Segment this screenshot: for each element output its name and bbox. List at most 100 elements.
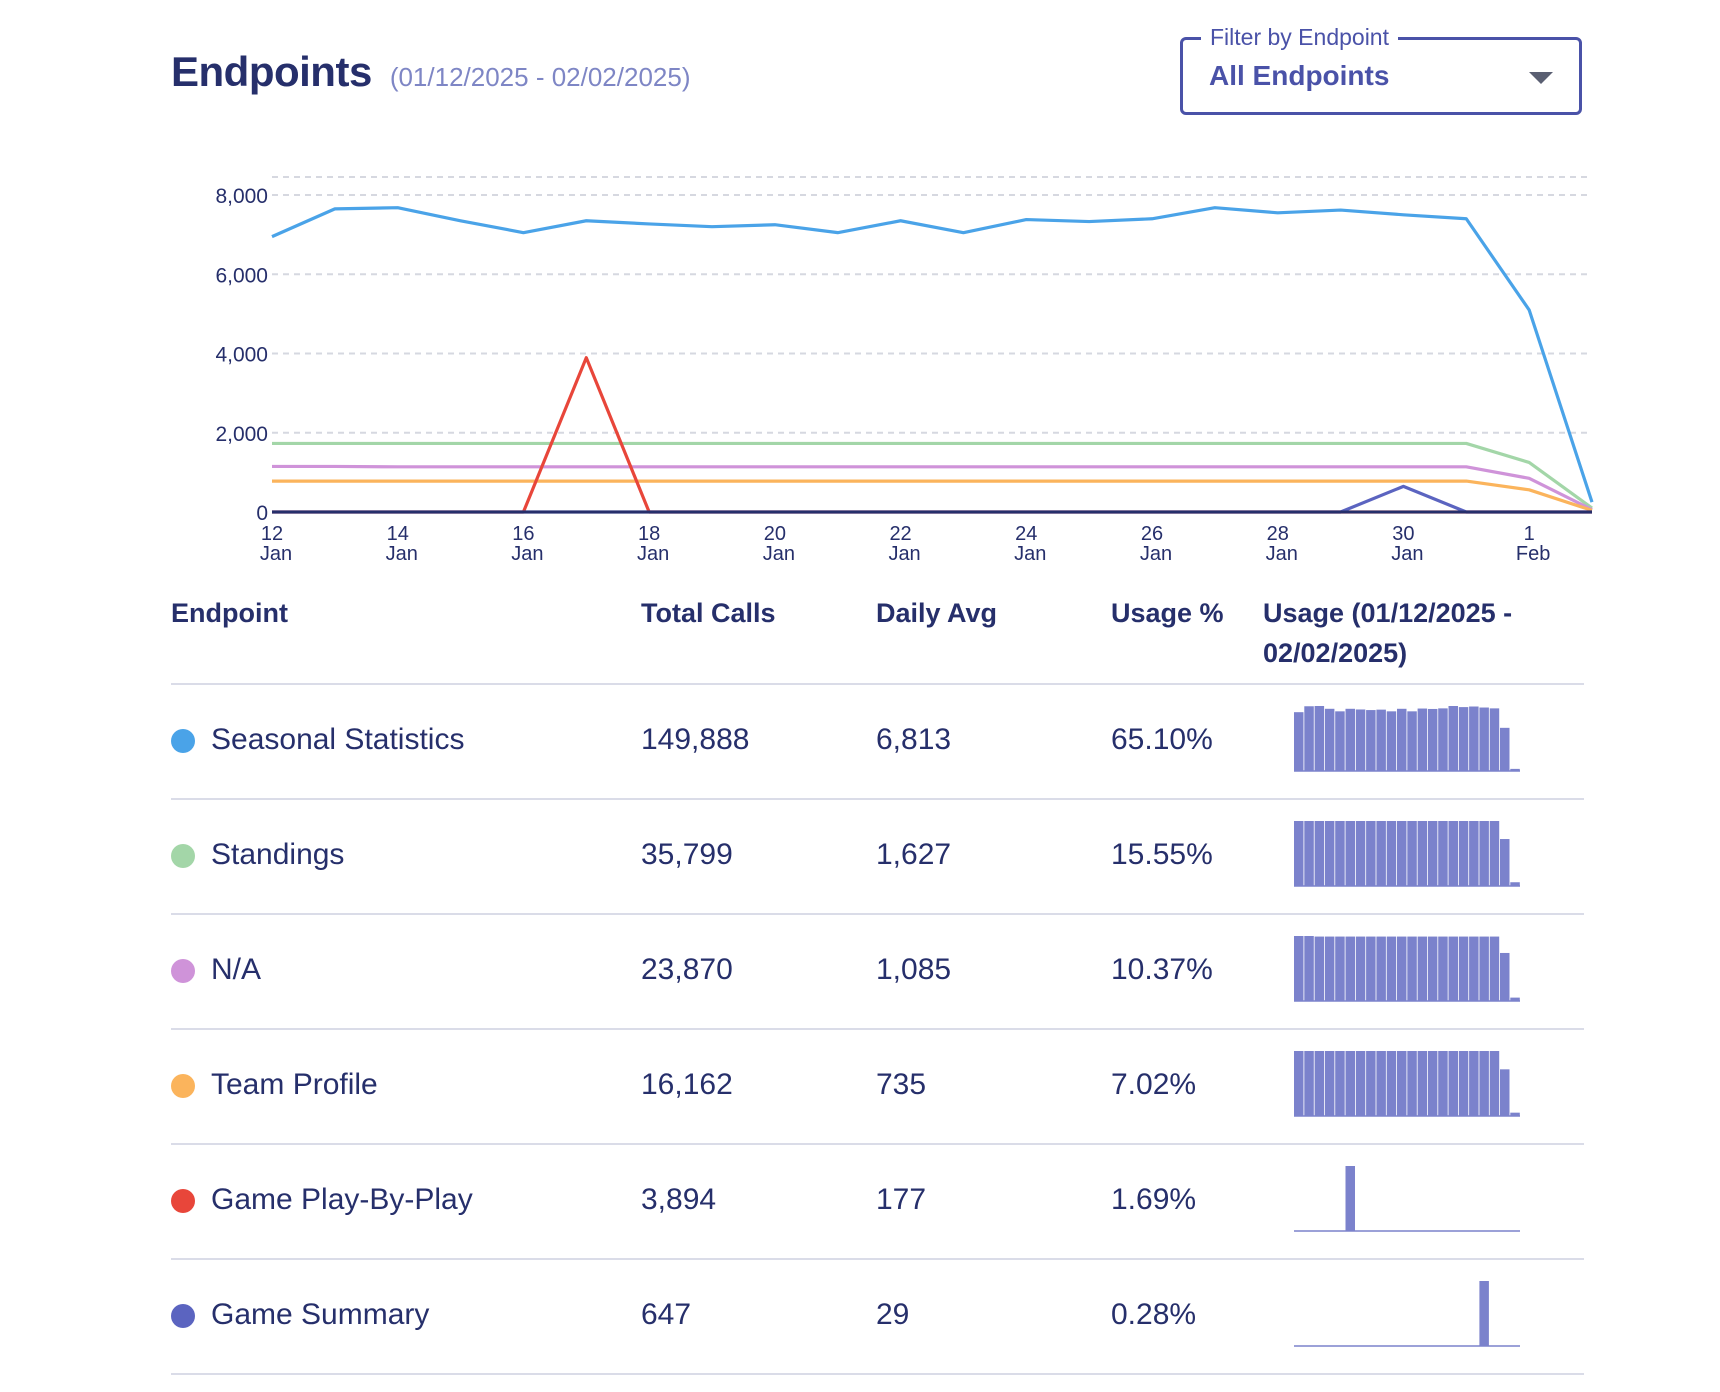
- sparkline-bar: [1489, 936, 1500, 1001]
- header-total-calls[interactable]: Total Calls: [641, 598, 776, 628]
- sparkline-bar: [1355, 1051, 1366, 1116]
- sparkline-bar: [1335, 711, 1345, 771]
- sparkline-bar: [1458, 1051, 1469, 1116]
- sparkline-bar: [1407, 1051, 1417, 1116]
- sparkline-bar: [1355, 709, 1366, 771]
- sparkline-bar: [1417, 936, 1428, 1001]
- sparkline-bar: [1366, 821, 1376, 886]
- endpoints-line-chart: 0 2,000 4,000 6,000 8,000 12 Jan 14 Jan 16 Jan 18 Ja…: [215, 176, 1594, 565]
- sparkline-bar: [1427, 708, 1438, 771]
- legend-dot-icon: [171, 1189, 195, 1213]
- table-row[interactable]: Seasonal Statistics 149,888 6,813 65.10%: [171, 685, 1584, 800]
- sparkline-bar: [1294, 936, 1304, 1001]
- endpoint-name: Team Profile: [211, 1068, 378, 1101]
- series-line-seasonal-statistics[interactable]: [271, 206, 1594, 503]
- sparkline-bar: [1407, 821, 1417, 886]
- series-line-team-profile[interactable]: [272, 479, 1593, 512]
- header-usage-pct[interactable]: Usage %: [1111, 598, 1224, 628]
- sparkline-bar: [1458, 821, 1469, 886]
- total-calls: 647: [641, 1298, 692, 1331]
- endpoint-name: N/A: [211, 953, 262, 986]
- sparkline-bar: [1510, 882, 1520, 886]
- sparkline-bar: [1407, 711, 1417, 771]
- y-tick-label: 0: [256, 502, 268, 525]
- sparkline-bar: [1469, 1051, 1479, 1116]
- sparkline-bar: [1386, 821, 1397, 886]
- sparkline-bar: [1294, 1051, 1304, 1116]
- sparkline-bar: [1479, 1281, 1489, 1346]
- sparkline-bar: [1345, 708, 1355, 771]
- sparkline-bar: [1376, 1051, 1386, 1116]
- table-row[interactable]: Game Play-By-Play 3,894 177 1.69%: [171, 1145, 1584, 1260]
- sparkline-bar: [1500, 839, 1510, 886]
- legend-dot-icon: [171, 1074, 195, 1098]
- sparkline-bar: [1345, 936, 1355, 1001]
- sparkline-bar: [1458, 707, 1469, 771]
- sparkline-bar: [1324, 708, 1335, 771]
- endpoint-filter-select[interactable]: Filter by Endpoint All Endpoints: [1180, 24, 1582, 115]
- endpoint-name: Game Play-By-Play: [211, 1183, 473, 1216]
- total-calls: 35,799: [641, 838, 733, 871]
- sparkline-bar: [1417, 1051, 1428, 1116]
- usage-sparkline: [1294, 1166, 1520, 1232]
- y-tick-label: 4,000: [215, 344, 268, 367]
- sparkline-bar: [1386, 1051, 1397, 1116]
- usage-pct: 10.37%: [1111, 953, 1213, 986]
- series-line-n-a[interactable]: [272, 464, 1593, 512]
- sparkline-bar: [1479, 1051, 1489, 1116]
- daily-avg: 1,627: [876, 838, 952, 871]
- x-tick-label: 18 Jan: [637, 523, 669, 565]
- table-row[interactable]: Team Profile 16,162 735 7.02%: [171, 1030, 1584, 1145]
- header-daily-avg[interactable]: Daily Avg: [876, 598, 998, 628]
- chevron-down-icon[interactable]: [1529, 72, 1553, 84]
- sparkline-bar: [1469, 706, 1479, 771]
- y-tick-label: 6,000: [215, 264, 268, 287]
- legend-dot-icon: [171, 1304, 195, 1328]
- sparkline-bar: [1386, 936, 1397, 1001]
- header-endpoint[interactable]: Endpoint: [171, 598, 288, 628]
- sparkline-bar: [1500, 952, 1510, 1001]
- table-row[interactable]: Game Summary 647 29 0.28%: [171, 1260, 1584, 1375]
- sparkline-bar: [1294, 821, 1304, 886]
- sparkline-bar: [1458, 936, 1469, 1001]
- usage-pct: 1.69%: [1111, 1183, 1197, 1216]
- daily-avg: 1,085: [876, 953, 952, 986]
- sparkline-bar: [1427, 821, 1438, 886]
- table-row[interactable]: N/A 23,870 1,085 10.37%: [171, 915, 1584, 1030]
- sparkline-bar: [1304, 1051, 1314, 1116]
- sparkline-bar: [1427, 1051, 1438, 1116]
- sparkline-bar: [1448, 821, 1458, 886]
- sparkline-bar: [1294, 712, 1304, 771]
- sparkline-bar: [1314, 821, 1325, 886]
- sparkline-bar: [1397, 1051, 1407, 1116]
- sparkline-bar: [1397, 936, 1407, 1001]
- x-tick-label: 14 Jan: [386, 523, 418, 565]
- usage-pct: 65.10%: [1111, 723, 1213, 756]
- sparkline-bar: [1314, 1051, 1325, 1116]
- daily-avg: 29: [876, 1298, 910, 1331]
- sparkline-bar: [1386, 711, 1397, 771]
- endpoints-table: Endpoint Total Calls Daily Avg Usage % U…: [171, 585, 1584, 1375]
- sparkline-bar: [1469, 821, 1479, 886]
- sparkline-bar: [1500, 1069, 1510, 1116]
- page-title: Endpoints: [171, 48, 372, 95]
- sparkline-bar: [1438, 708, 1448, 771]
- page-header: Endpoints (01/12/2025 - 02/02/2025): [171, 48, 691, 96]
- x-tick-label: 26 Jan: [1140, 523, 1172, 565]
- sparkline-bar: [1397, 708, 1407, 771]
- daily-avg: 177: [876, 1183, 927, 1216]
- sparkline-bar: [1469, 936, 1479, 1001]
- endpoint-name: Standings: [211, 838, 345, 871]
- sparkline-bar: [1489, 708, 1500, 771]
- sparkline-bar: [1304, 706, 1314, 771]
- date-range: (01/12/2025 - 02/02/2025): [389, 62, 691, 92]
- sparkline-bar: [1355, 821, 1366, 886]
- table-row[interactable]: Standings 35,799 1,627 15.55%: [171, 800, 1584, 915]
- sparkline-bar: [1314, 706, 1325, 771]
- endpoint-name: Seasonal Statistics: [211, 723, 465, 756]
- sparkline-bar: [1366, 710, 1376, 771]
- sparkline-bar: [1448, 936, 1458, 1001]
- series-line-standings[interactable]: [272, 441, 1593, 510]
- sparkline-bar: [1427, 936, 1438, 1001]
- series-line-game-summary[interactable]: [272, 484, 1592, 514]
